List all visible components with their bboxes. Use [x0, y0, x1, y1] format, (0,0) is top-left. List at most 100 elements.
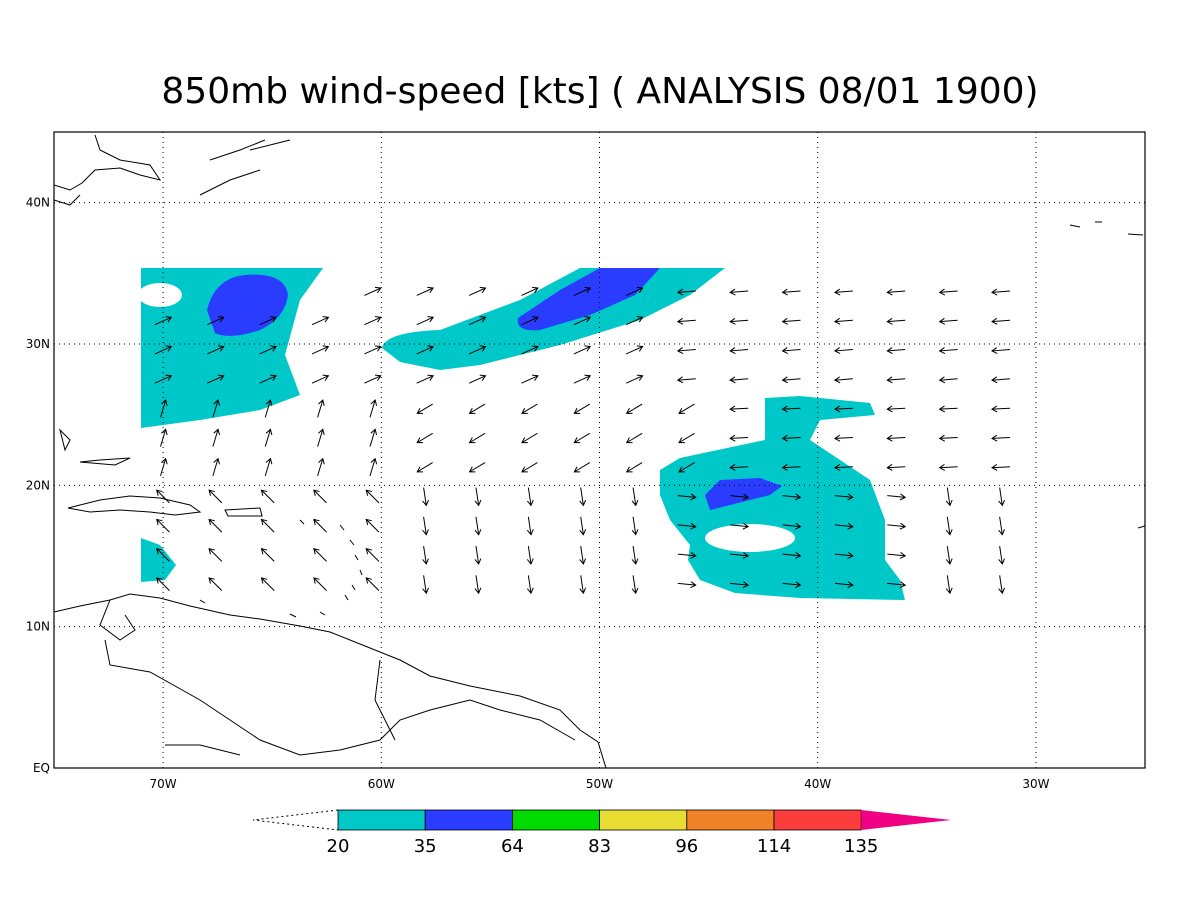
wind-arrow	[678, 432, 695, 444]
wind-arrow	[677, 493, 697, 501]
wind-arrow	[833, 347, 853, 354]
lon-tick-label: 70W	[150, 777, 177, 791]
wind-arrow	[729, 376, 749, 384]
wind-arrow	[886, 317, 906, 325]
wind-arrow	[998, 575, 1006, 595]
wind-arrow	[991, 347, 1010, 354]
wind-arrow	[416, 462, 433, 473]
contour-gap	[705, 524, 795, 552]
wind-arrow	[729, 317, 749, 325]
wind-arrow	[422, 487, 429, 507]
wind-arrow	[886, 347, 906, 354]
colorbar-label: 96	[675, 836, 698, 857]
wind-arrow	[573, 374, 592, 384]
coastlines	[54, 134, 1145, 768]
colorbar-over-arrow	[861, 810, 952, 830]
wind-arrow	[938, 317, 958, 325]
wind-arrow	[526, 575, 534, 595]
wind-arrow	[521, 316, 539, 326]
lon-tick-label: 30W	[1022, 777, 1049, 791]
wind-arrow	[991, 317, 1010, 325]
wind-arrow	[573, 403, 591, 414]
wind-arrow	[887, 493, 907, 501]
wind-arrow	[156, 547, 170, 562]
colorbar-box	[773, 809, 862, 831]
wind-arrow	[945, 516, 953, 536]
wind-arrow	[938, 376, 958, 384]
colorbar-label: 64	[501, 836, 524, 857]
wind-arrow	[729, 347, 749, 354]
border	[104, 639, 576, 756]
wind-arrow	[369, 457, 378, 477]
wind-arrow	[264, 428, 273, 447]
wind-arrow	[521, 462, 538, 473]
wind-arrow	[834, 581, 854, 589]
wind-arrow	[317, 457, 325, 477]
colorbar: 20 35 64 83 96 114 135	[252, 809, 952, 857]
wind-vectors	[154, 286, 1011, 595]
contour-fill	[517, 268, 660, 331]
wind-arrow	[364, 345, 382, 355]
islands	[199, 519, 363, 618]
colorbar-box	[512, 809, 601, 831]
wind-arrow	[998, 516, 1006, 536]
wind-arrow	[945, 575, 953, 595]
wind-arrow	[260, 577, 275, 591]
wind-arrow	[625, 462, 643, 473]
wind-arrow	[781, 376, 801, 384]
wind-arrow	[259, 374, 277, 384]
wind-arrow	[259, 316, 277, 326]
wind-arrow	[156, 489, 170, 504]
wind-arrow	[945, 546, 953, 565]
wind-arrow	[782, 493, 802, 501]
wind-arrow	[468, 286, 487, 296]
wind-arrow	[573, 345, 592, 355]
wind-arrow	[521, 374, 539, 384]
wind-arrow	[991, 405, 1011, 413]
wind-arrow	[938, 434, 958, 442]
lon-tick-label: 40W	[804, 777, 831, 791]
wind-arrow	[313, 518, 327, 533]
wind-arrow	[887, 522, 907, 530]
axes: 70W 60W 50W 40W 30W EQ 10N 20N 30N 40N	[26, 196, 1050, 791]
wind-arrow	[154, 345, 173, 355]
wind-speed-contours	[138, 268, 905, 600]
wind-arrow	[208, 489, 223, 504]
wind-arrow	[729, 434, 749, 442]
colorbar-box	[424, 809, 513, 831]
wind-arrow	[521, 432, 538, 444]
wind-arrow	[886, 464, 906, 471]
wind-arrow	[468, 403, 486, 414]
wind-arrow	[938, 464, 958, 471]
wind-arrow	[422, 546, 429, 565]
wind-arrow	[311, 316, 330, 326]
wind-arrow	[579, 546, 587, 565]
wind-arrow	[781, 405, 801, 413]
wind-arrow	[154, 374, 173, 384]
wind-arrow	[938, 288, 958, 296]
wind-arrow	[834, 552, 854, 559]
wind-arrow	[422, 516, 429, 536]
contour-gap	[138, 283, 182, 307]
wind-arrow	[833, 317, 853, 325]
grid	[54, 132, 1145, 768]
wind-arrow	[781, 317, 801, 325]
wind-arrow	[160, 457, 168, 477]
wind-arrow	[573, 316, 592, 326]
colorbar-label: 20	[327, 836, 350, 857]
wind-arrow	[579, 575, 587, 595]
wind-arrow	[313, 577, 327, 591]
colorbar-label: 114	[757, 836, 791, 857]
wind-arrow	[573, 462, 591, 473]
wind-arrow	[468, 345, 487, 355]
colorbar-label: 35	[414, 836, 437, 857]
wind-arrow	[207, 316, 225, 326]
colorbar-under-arrow	[252, 809, 339, 831]
wind-arrow	[730, 493, 750, 501]
wind-arrow	[998, 546, 1006, 565]
map-frame	[53, 131, 1146, 769]
wind-arrow	[416, 374, 435, 384]
wind-arrow	[678, 403, 695, 414]
wind-arrow	[833, 464, 853, 471]
wind-arrow	[781, 288, 801, 296]
